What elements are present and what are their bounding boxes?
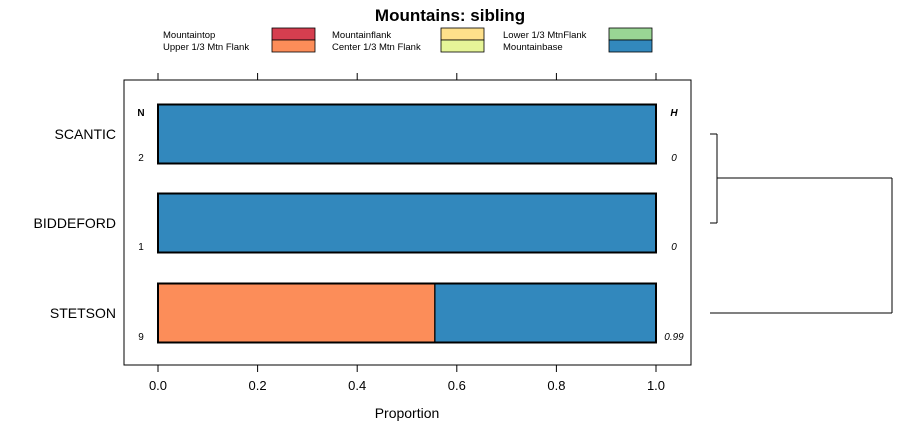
row-label-scantic: SCANTIC [55, 126, 116, 142]
h-value: 0 [671, 242, 677, 253]
legend-label-mountainflank: Mountainflank [332, 30, 391, 41]
legend-label-mountaintop: Mountaintop [163, 30, 215, 41]
x-axis-top [157, 73, 657, 80]
x-tick-label: 0.0 [149, 378, 167, 393]
legend-swatch-mountaintop [271, 27, 316, 41]
n-value: 2 [138, 153, 144, 164]
bar-segment-mountainbase [434, 282, 657, 344]
row-label-biddeford: BIDDEFORD [34, 215, 116, 231]
chart-title: Mountains: sibling [375, 6, 525, 25]
x-tick-label: 0.8 [547, 378, 565, 393]
legend-label-upper-1-3-mtn-flank: Upper 1/3 Mtn Flank [163, 42, 249, 53]
n-value: 1 [138, 242, 144, 253]
bar-segment-mountainbase [157, 103, 657, 165]
legend-swatch-mountainbase [608, 39, 653, 53]
n-value: 9 [138, 332, 144, 343]
bar-outline-scantic [157, 103, 657, 165]
h-value: 0 [671, 153, 677, 164]
n-header: N [137, 108, 144, 119]
legend-swatch-upper-1-3-mtn-flank [271, 39, 316, 53]
legend-swatch-center-1-3-mtn-flank [440, 39, 485, 53]
bar-outline-stetson [157, 282, 657, 344]
legend-label-mountainbase: Mountainbase [503, 42, 563, 53]
bar-rows: SCANTIC 2 0 BIDDEFORD 1 0 STETSON 9 0.99 [34, 103, 684, 344]
x-tick-label: 0.6 [448, 378, 466, 393]
x-tick-label: 0.4 [348, 378, 366, 393]
bar-segment-mountainbase [157, 192, 657, 254]
legend-swatch-lower-1-3-mtnflank [608, 27, 653, 41]
legend-swatch-mountainflank [440, 27, 485, 41]
x-tick-label: 0.2 [249, 378, 267, 393]
dendrogram [710, 133, 893, 314]
x-axis-label: Proportion [375, 405, 440, 421]
row-label-stetson: STETSON [50, 305, 116, 321]
legend-label-lower-1-3-mtnflank: Lower 1/3 MtnFlank [503, 30, 587, 41]
bar-outline-biddeford [157, 192, 657, 254]
h-header: H [670, 108, 678, 119]
legend-label-center-1-3-mtn-flank: Center 1/3 Mtn Flank [332, 42, 421, 53]
h-value: 0.99 [664, 332, 684, 343]
plot-frame [123, 79, 692, 366]
x-tick-label: 1.0 [647, 378, 665, 393]
x-axis-bottom: 0.0 0.2 0.4 0.6 0.8 1.0 [149, 365, 665, 393]
bar-segment-upper-1-3-mtn-flank [157, 282, 436, 344]
